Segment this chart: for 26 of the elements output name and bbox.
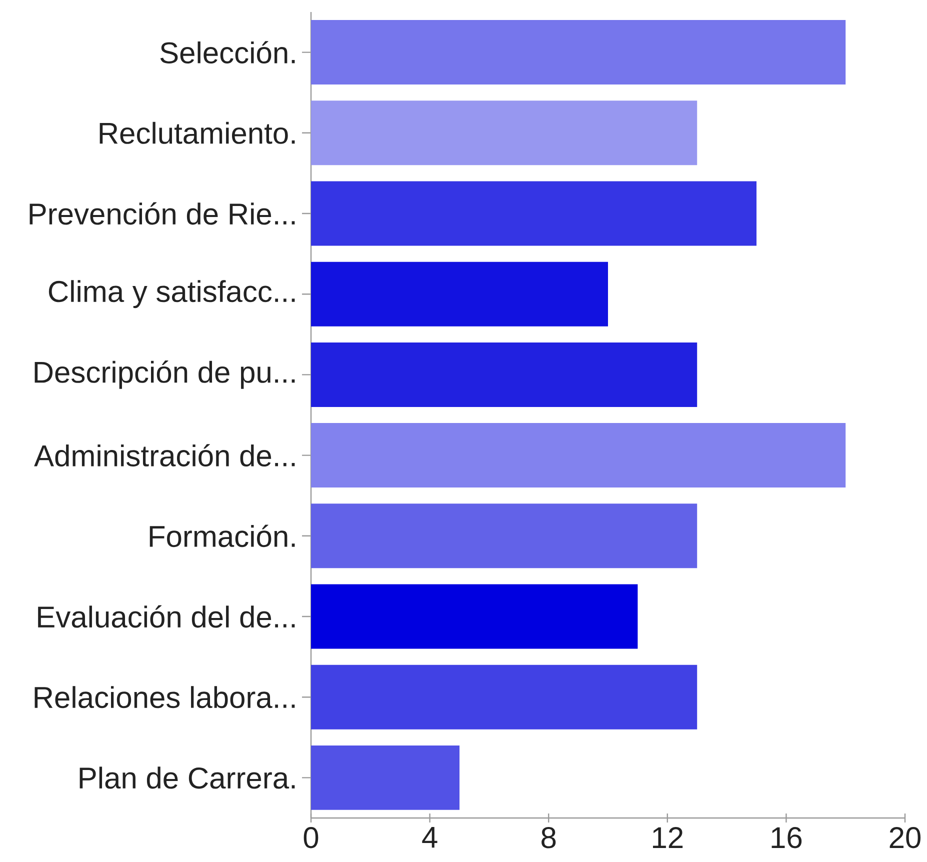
y-tick-label: Descripción de pu... [34, 360, 295, 389]
bar [311, 664, 698, 730]
x-tick-label: 12 [653, 827, 683, 848]
bar [311, 584, 638, 649]
y-tick-label: Clima y satisfacc... [48, 280, 295, 308]
bar [311, 100, 698, 166]
bar [311, 342, 698, 407]
x-tick-label: 8 [542, 827, 556, 848]
y-tick-label: Relaciones labora... [34, 686, 295, 708]
y-tick-label: Prevención de Rie... [30, 202, 295, 225]
y-tick-label: Reclutamiento. [100, 122, 295, 144]
x-tick-label: 4 [422, 827, 438, 848]
y-tick-label: Selección. [160, 41, 295, 64]
bar [311, 504, 698, 568]
y-tick-label: Formación. [150, 524, 295, 548]
bar [311, 262, 608, 326]
x-tick-label: 16 [772, 827, 802, 848]
y-tick-label: Administración de... [34, 444, 295, 466]
x-tick-label: 0 [304, 827, 318, 848]
bar [311, 20, 846, 85]
bar [311, 745, 460, 810]
y-tick-label: Plan de Carrera. [80, 766, 295, 789]
bar [311, 423, 846, 488]
y-tick-label: Evaluación del de... [38, 605, 295, 628]
bar [311, 181, 756, 246]
x-tick-label: 20 [890, 827, 920, 848]
